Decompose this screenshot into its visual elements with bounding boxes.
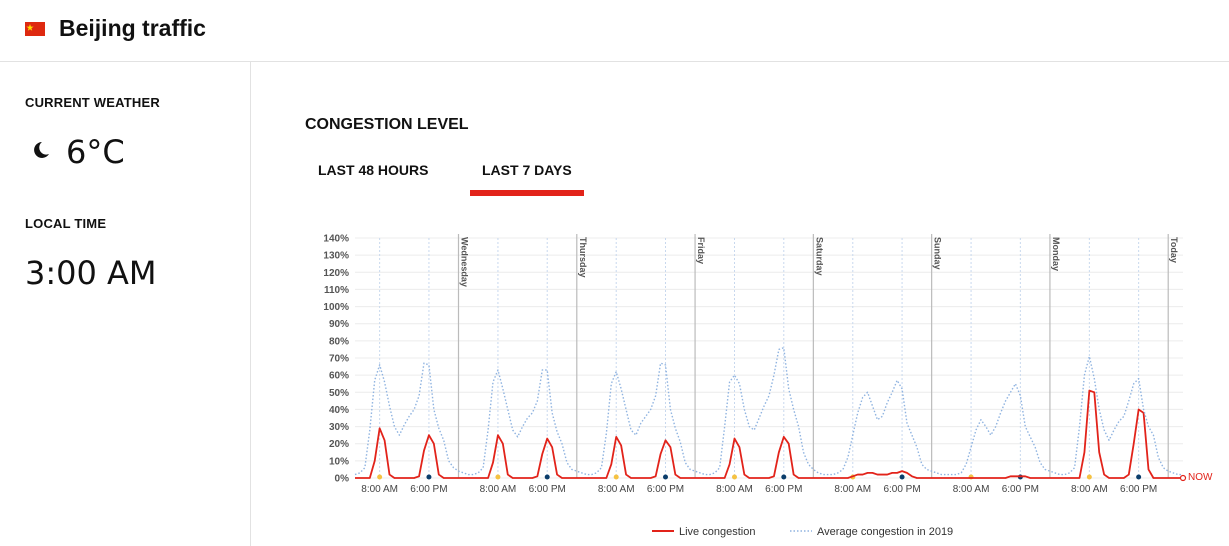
x-tick-label: 8:00 AM [953, 484, 990, 495]
y-tick-label: 140% [323, 234, 349, 245]
x-tick-label: 6:00 PM [529, 484, 566, 495]
tick-dot [1136, 474, 1142, 480]
day-label: Sunday [933, 237, 943, 270]
legend-label: Live congestion [679, 526, 755, 538]
y-tick-label: 120% [323, 268, 349, 279]
x-tick-label: 8:00 AM [480, 484, 517, 495]
x-tick-label: 8:00 AM [598, 484, 635, 495]
moon-icon [34, 142, 49, 158]
x-tick-label: 6:00 PM [410, 484, 447, 495]
y-tick-label: 30% [329, 422, 349, 433]
weather-label: CURRENT WEATHER [25, 95, 160, 110]
tab[interactable]: LAST 48 HOURS [318, 162, 429, 178]
y-tick-label: 100% [323, 302, 349, 313]
now-label: NOW [1188, 472, 1213, 483]
header: Beijing traffic [0, 0, 1229, 62]
tick-dot [781, 474, 787, 480]
local-time-label: LOCAL TIME [25, 216, 107, 231]
y-tick-label: 90% [329, 319, 349, 330]
x-tick-label: 6:00 PM [1002, 484, 1039, 495]
y-tick-label: 80% [329, 336, 349, 347]
x-tick-label: 8:00 AM [361, 484, 398, 495]
tick-dot [732, 474, 737, 480]
flag-icon [25, 22, 45, 36]
day-label: Thursday [578, 237, 588, 278]
tick-dot [495, 474, 501, 480]
y-tick-label: 50% [329, 388, 349, 399]
series-line [355, 389, 1183, 479]
tab[interactable]: LAST 7 DAYS [482, 162, 572, 178]
day-label: Saturday [814, 237, 824, 276]
local-time: 3:00 AM [25, 254, 157, 292]
day-label: Today [1169, 237, 1179, 263]
active-tab-indicator [470, 190, 584, 196]
y-tick-label: 110% [324, 285, 349, 296]
x-tick-label: 8:00 AM [716, 484, 753, 495]
day-label: Friday [696, 237, 706, 264]
section-title: CONGESTION LEVEL [305, 116, 469, 133]
x-tick-label: 8:00 AM [1071, 484, 1108, 495]
temperature: 6°C [66, 133, 125, 171]
day-label: Monday [1051, 237, 1061, 271]
tick-dot [377, 474, 383, 480]
tick-dot [663, 474, 668, 480]
tick-dot [1086, 474, 1092, 480]
x-tick-label: 6:00 PM [883, 484, 920, 495]
legend-label: Average congestion in 2019 [817, 526, 953, 538]
y-tick-label: 70% [329, 354, 349, 365]
y-tick-label: 20% [329, 439, 349, 450]
x-tick-label: 6:00 PM [1120, 484, 1157, 495]
tick-dot [613, 474, 619, 480]
day-label: Wednesday [460, 237, 470, 287]
y-tick-label: 60% [329, 371, 349, 382]
x-tick-label: 6:00 PM [647, 484, 684, 495]
x-tick-label: 8:00 AM [834, 484, 871, 495]
sidebar [0, 62, 251, 546]
x-tick-label: 6:00 PM [765, 484, 802, 495]
y-tick-label: 0% [335, 474, 350, 485]
now-marker [1179, 474, 1187, 482]
series-line [354, 347, 1183, 476]
page-title: Beijing traffic [59, 15, 206, 41]
y-tick-label: 130% [323, 251, 349, 262]
tick-dot [426, 474, 432, 480]
tick-dot [899, 474, 905, 480]
y-tick-label: 40% [329, 405, 349, 416]
tick-dot [544, 474, 550, 480]
y-tick-label: 10% [329, 456, 349, 467]
